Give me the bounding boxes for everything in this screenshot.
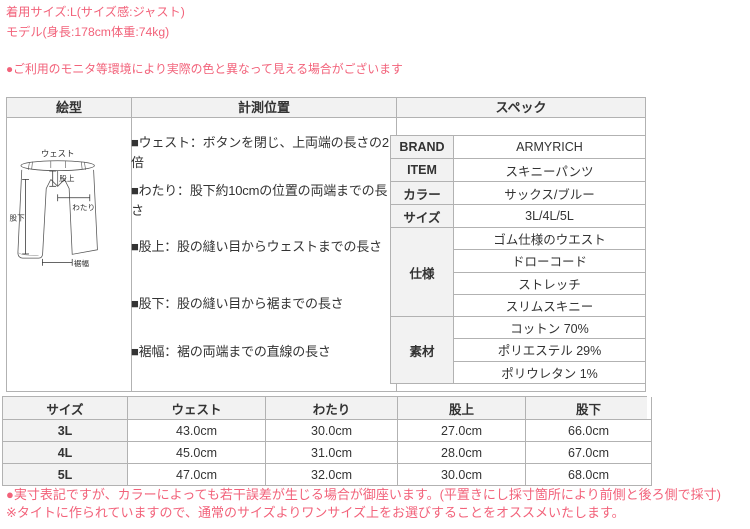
svg-text:わたり: わたり xyxy=(72,203,95,212)
svg-text:裾幅: 裾幅 xyxy=(74,258,90,268)
svg-text:股下: 股下 xyxy=(10,214,26,223)
svg-text:股上: 股上 xyxy=(59,174,75,183)
svg-text:ウェスト: ウェスト xyxy=(41,149,75,159)
